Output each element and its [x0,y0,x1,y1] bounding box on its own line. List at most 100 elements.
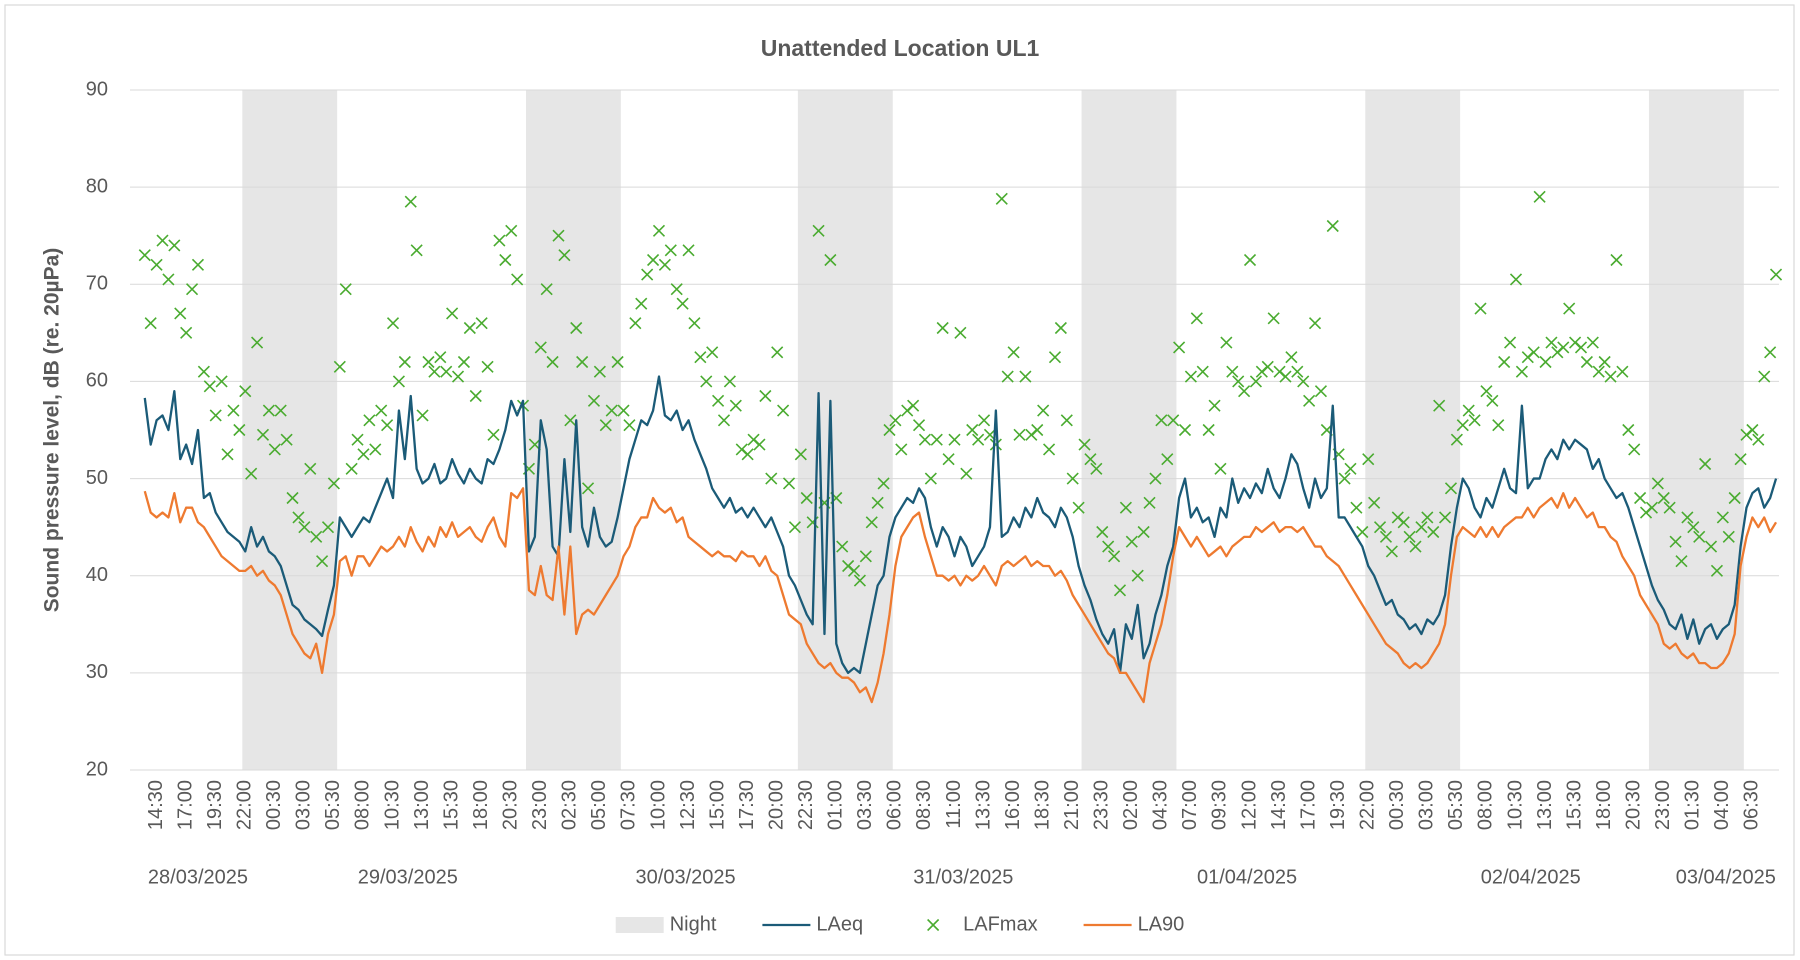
x-tick-label: 16:00 [1002,780,1024,830]
max-marker [434,351,447,364]
night-band [803,90,810,770]
max-marker [1161,453,1174,466]
max-marker [1515,365,1528,378]
max-marker [1113,584,1127,597]
max-marker [540,283,553,296]
max-marker [268,443,281,456]
max-marker [1007,346,1020,359]
max-marker [1084,453,1097,466]
y-tick-label: 70 [86,273,108,295]
x-tick-label: 04:30 [1150,780,1172,830]
max-marker [1592,365,1605,378]
x-tick-label: 15:30 [1563,780,1585,830]
night-band [549,90,556,770]
night-band [856,90,864,770]
x-tick-label: 17:30 [736,780,758,830]
max-marker [1681,511,1694,524]
max-marker [765,472,778,485]
max-marker [847,564,861,577]
max-marker [1167,414,1180,427]
x-tick-label: 02:30 [559,780,581,830]
max-marker [664,244,677,257]
night-band [1412,90,1419,770]
max-marker [682,244,695,257]
max-marker [1149,472,1162,485]
max-marker [670,283,683,296]
x-tick-label: 13:00 [411,780,433,830]
max-marker [1438,511,1452,524]
x-tick-label: 19:30 [1327,780,1349,830]
night-band [313,90,320,770]
max-marker [1403,530,1416,543]
max-marker [1214,462,1227,475]
max-marker [1232,375,1245,388]
x-tick-label: 03:30 [854,780,876,830]
max-marker [499,253,512,267]
night-band [602,90,610,770]
max-marker [475,317,488,330]
date-label: 31/03/2025 [913,866,1013,888]
x-tick-label: 17:00 [174,780,196,830]
max-marker [930,433,943,446]
y-axis-title: Sound pressure level, dB (re. 20µPa) [41,248,64,613]
max-marker [321,521,335,534]
chart-title: Unattended Location UL1 [761,35,1040,61]
max-marker [1131,569,1144,582]
night-band [307,90,314,770]
max-marker [1226,365,1239,378]
max-marker [1527,346,1540,359]
series-line [143,487,1778,704]
max-marker [363,414,376,427]
x-tick-label: 17:00 [1297,780,1319,830]
max-marker [1184,370,1197,383]
max-marker [1687,521,1700,534]
max-marker [1314,385,1328,398]
max-marker [463,321,476,335]
max-marker [1013,428,1026,441]
night-band [1448,90,1455,770]
y-tick-label: 90 [86,78,108,100]
night-band [1678,90,1685,770]
max-marker [587,394,601,407]
night-band [1152,90,1159,770]
max-marker [1190,312,1203,325]
max-marker [1303,394,1316,407]
night-band [1719,90,1727,770]
date-label: 03/04/2025 [1676,866,1776,888]
max-marker [812,224,825,237]
max-marker [446,307,459,320]
max-marker [546,355,559,369]
x-tick-label: 05:00 [588,780,610,830]
max-marker [1669,535,1682,548]
x-tick-label: 18:30 [1031,780,1053,830]
max-marker [688,317,701,330]
max-marker [1480,385,1493,398]
max-marker [1350,501,1363,514]
y-tick-label: 50 [86,467,108,489]
max-marker [581,482,595,495]
legend-label: Night [670,913,717,935]
max-marker [1498,355,1511,369]
max-marker [422,355,435,369]
max-marker [1066,472,1079,485]
night-band [525,90,533,770]
night-band [1713,90,1721,770]
max-marker [1444,482,1458,495]
night-band [1383,90,1390,770]
night-band [809,90,816,770]
y-tick-label: 80 [86,175,108,197]
x-tick-label: 08:00 [352,780,374,830]
max-marker [782,477,796,490]
max-marker [912,419,926,432]
max-marker [1616,365,1629,378]
x-tick-label: 20:00 [765,780,787,830]
max-marker [889,414,902,427]
night-band [1654,90,1662,770]
legend-item: LAeq [762,913,863,935]
legend-label: LAeq [816,913,863,935]
max-marker [623,419,636,432]
max-marker [469,389,482,403]
max-marker [1078,438,1091,451]
max-marker [1580,355,1593,369]
